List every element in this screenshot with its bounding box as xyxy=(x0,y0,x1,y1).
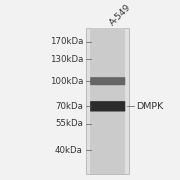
Text: 100kDa: 100kDa xyxy=(50,77,83,86)
Text: 170kDa: 170kDa xyxy=(50,37,83,46)
Text: 70kDa: 70kDa xyxy=(55,102,83,111)
Text: 55kDa: 55kDa xyxy=(55,119,83,128)
Text: A-549: A-549 xyxy=(108,2,133,27)
Bar xyxy=(90,28,125,174)
Text: 130kDa: 130kDa xyxy=(50,55,83,64)
Text: DMPK: DMPK xyxy=(136,102,163,111)
Text: 40kDa: 40kDa xyxy=(55,146,83,155)
FancyBboxPatch shape xyxy=(90,77,125,85)
FancyBboxPatch shape xyxy=(90,101,125,111)
Bar xyxy=(86,28,129,174)
